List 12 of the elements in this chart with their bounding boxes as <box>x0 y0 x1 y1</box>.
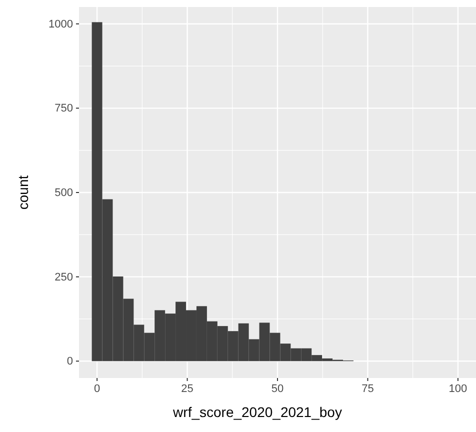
y-axis-title: count <box>15 175 31 210</box>
x-tick-label: 75 <box>362 382 374 395</box>
x-axis-title: wrf_score_2020_2021_boy <box>172 404 342 420</box>
x-tick-label: 100 <box>448 382 468 395</box>
y-tick-label: 0 <box>66 356 73 368</box>
y-tick-label: 250 <box>54 271 73 284</box>
x-tick-label: 25 <box>181 382 194 395</box>
x-tick-label: 50 <box>271 382 284 395</box>
y-tick-label: 1000 <box>48 18 73 30</box>
x-tick-label: 0 <box>94 382 100 395</box>
y-tick-label: 500 <box>54 187 73 200</box>
y-tick-label: 750 <box>54 102 73 115</box>
